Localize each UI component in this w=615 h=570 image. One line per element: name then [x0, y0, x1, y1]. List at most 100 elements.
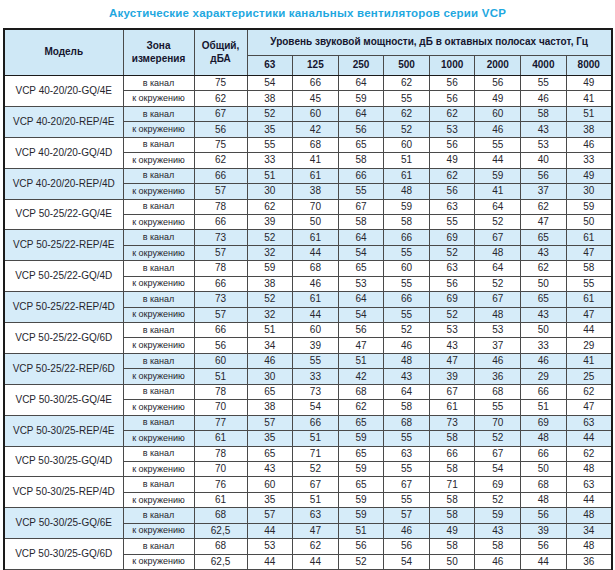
- zone-cell: в канал: [123, 323, 194, 338]
- value-cell: 44: [566, 323, 612, 338]
- value-cell: 44: [475, 153, 521, 168]
- value-cell: 64: [384, 384, 430, 399]
- value-cell: 62: [566, 384, 612, 399]
- value-cell: 66: [293, 415, 339, 430]
- value-cell: 61: [293, 168, 339, 183]
- header-freq-2000: 2000: [475, 56, 521, 76]
- zone-cell: в канал: [123, 292, 194, 307]
- total-dba-cell: 66: [194, 323, 247, 338]
- value-cell: 69: [429, 292, 475, 307]
- value-cell: 59: [384, 199, 430, 214]
- value-cell: 38: [293, 184, 339, 199]
- header-freq-4000: 4000: [521, 56, 567, 76]
- value-cell: 41: [475, 184, 521, 199]
- value-cell: 38: [247, 400, 293, 415]
- value-cell: 46: [384, 523, 430, 538]
- value-cell: 33: [566, 153, 612, 168]
- value-cell: 49: [566, 76, 612, 91]
- value-cell: 55: [338, 184, 384, 199]
- value-cell: 64: [338, 230, 384, 245]
- zone-cell: к окружению: [123, 91, 194, 106]
- value-cell: 59: [475, 168, 521, 183]
- value-cell: 59: [338, 492, 384, 507]
- value-cell: 43: [521, 245, 567, 260]
- value-cell: 41: [566, 353, 612, 368]
- value-cell: 58: [475, 539, 521, 554]
- zone-cell: к окружению: [123, 431, 194, 446]
- value-cell: 68: [293, 137, 339, 152]
- value-cell: 64: [475, 199, 521, 214]
- value-cell: 55: [247, 137, 293, 152]
- value-cell: 46: [475, 353, 521, 368]
- value-cell: 35: [247, 122, 293, 137]
- table-row: VCP 50-30/25-REP/4Dв канал76606765677169…: [4, 477, 612, 492]
- value-cell: 59: [338, 508, 384, 523]
- value-cell: 54: [247, 76, 293, 91]
- value-cell: 37: [521, 184, 567, 199]
- value-cell: 52: [247, 106, 293, 121]
- value-cell: 62: [384, 76, 430, 91]
- header-freq-8000: 8000: [566, 56, 612, 76]
- value-cell: 73: [429, 415, 475, 430]
- value-cell: 56: [429, 184, 475, 199]
- value-cell: 65: [247, 446, 293, 461]
- value-cell: 73: [293, 384, 339, 399]
- value-cell: 40: [521, 153, 567, 168]
- table-row: VCP 50-25/22-REP/4Eв канал73526164666967…: [4, 230, 612, 245]
- value-cell: 66: [338, 168, 384, 183]
- value-cell: 50: [566, 214, 612, 229]
- table-row: VCP 50-30/25-GQ/4Eв канал786573686467686…: [4, 384, 612, 399]
- value-cell: 48: [566, 508, 612, 523]
- value-cell: 52: [475, 214, 521, 229]
- value-cell: 54: [338, 307, 384, 322]
- value-cell: 34: [247, 338, 293, 353]
- total-dba-cell: 61: [194, 431, 247, 446]
- zone-cell: в канал: [123, 76, 194, 91]
- model-cell: VCP 50-30/25-REP/4E: [4, 415, 123, 446]
- value-cell: 46: [566, 137, 612, 152]
- value-cell: 30: [247, 184, 293, 199]
- total-dba-cell: 61: [194, 492, 247, 507]
- value-cell: 25: [566, 369, 612, 384]
- value-cell: 53: [429, 122, 475, 137]
- zone-cell: к окружению: [123, 184, 194, 199]
- value-cell: 55: [384, 245, 430, 260]
- total-dba-cell: 57: [194, 245, 247, 260]
- header-freq-250: 250: [338, 56, 384, 76]
- value-cell: 51: [338, 523, 384, 538]
- value-cell: 65: [247, 384, 293, 399]
- total-dba-cell: 76: [194, 477, 247, 492]
- value-cell: 58: [384, 214, 430, 229]
- value-cell: 47: [566, 400, 612, 415]
- value-cell: 41: [293, 153, 339, 168]
- zone-cell: к окружению: [123, 276, 194, 291]
- value-cell: 62: [293, 539, 339, 554]
- total-dba-cell: 56: [194, 122, 247, 137]
- value-cell: 67: [475, 292, 521, 307]
- value-cell: 46: [521, 91, 567, 106]
- value-cell: 59: [247, 261, 293, 276]
- value-cell: 58: [338, 214, 384, 229]
- value-cell: 49: [429, 523, 475, 538]
- value-cell: 58: [384, 400, 430, 415]
- value-cell: 54: [384, 554, 430, 569]
- zone-cell: в канал: [123, 415, 194, 430]
- value-cell: 58: [429, 539, 475, 554]
- value-cell: 38: [247, 276, 293, 291]
- value-cell: 60: [384, 137, 430, 152]
- total-dba-cell: 78: [194, 261, 247, 276]
- total-dba-cell: 67: [194, 106, 247, 121]
- value-cell: 62: [521, 261, 567, 276]
- value-cell: 50: [429, 554, 475, 569]
- table-body: VCP 40-20/20-GQ/4Eв канал755466646256565…: [4, 76, 612, 570]
- value-cell: 56: [521, 539, 567, 554]
- value-cell: 65: [338, 477, 384, 492]
- value-cell: 67: [338, 199, 384, 214]
- value-cell: 53: [429, 323, 475, 338]
- zone-cell: в канал: [123, 168, 194, 183]
- value-cell: 50: [293, 214, 339, 229]
- header-sound-power: Уровень звуковой мощности, дБ в октавных…: [247, 29, 612, 56]
- value-cell: 51: [293, 431, 339, 446]
- value-cell: 68: [384, 415, 430, 430]
- value-cell: 42: [293, 122, 339, 137]
